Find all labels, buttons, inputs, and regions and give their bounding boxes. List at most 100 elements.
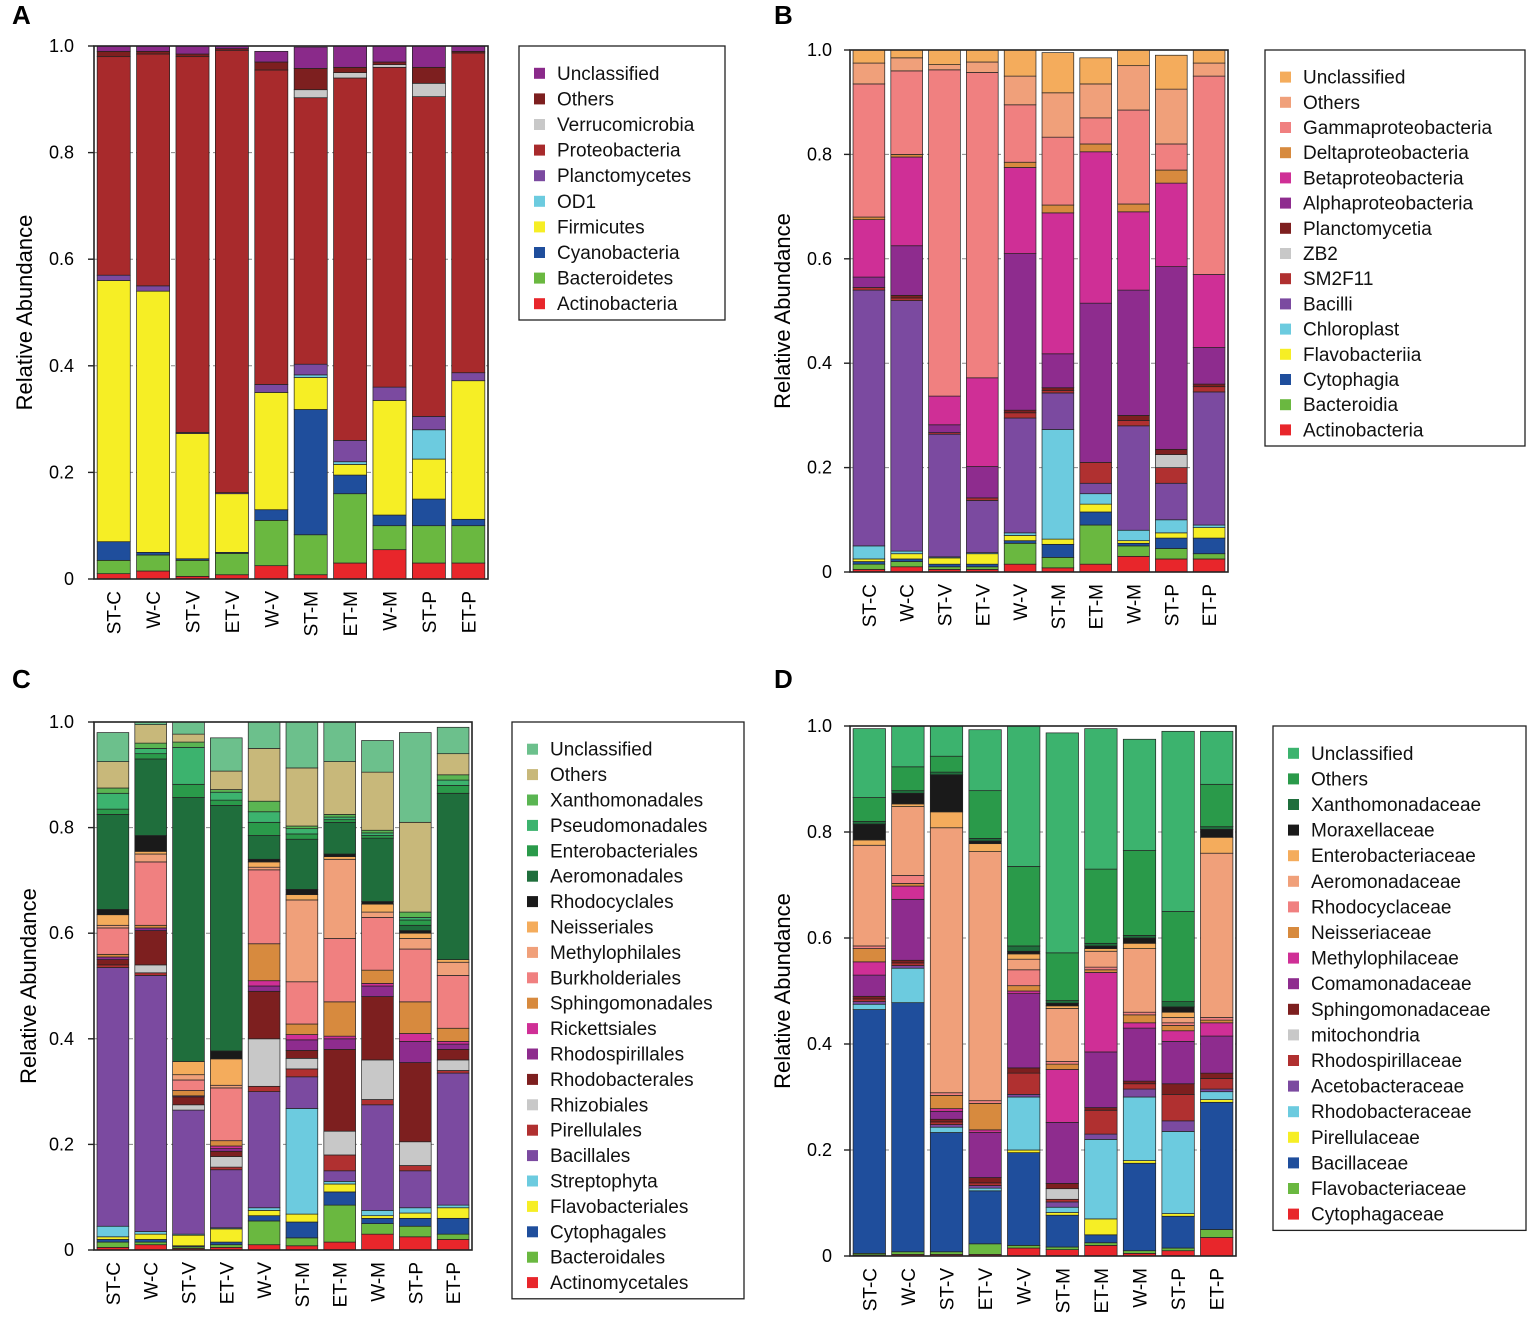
bar-segment-enterobacteriales <box>436 785 470 794</box>
bar-segment-sphingomonadaceae <box>1122 1080 1157 1085</box>
bar-segment-aeromonadales <box>134 758 167 836</box>
bar-segment-sphingomonadales <box>436 1027 470 1042</box>
bar-segment-others <box>1084 868 1118 944</box>
legend-label: Gammaproteobacteria <box>1303 118 1492 139</box>
bar-segment-others <box>136 50 170 55</box>
bar-segment-burkholderiales <box>172 1079 205 1091</box>
bar-segment-rhodospirillaceae <box>968 1182 1002 1186</box>
bar-segment-others <box>175 53 210 58</box>
bar-segment-streptophyta <box>247 1207 281 1211</box>
bar-segment-sm2f11 <box>1079 462 1112 484</box>
bar-segment-unclassified <box>172 721 205 735</box>
bar-segment-neisseriales <box>96 914 130 926</box>
bar-segment-xanthomonadaceae <box>1200 826 1234 830</box>
bar-segment-rhodocyclales <box>323 853 356 857</box>
legend-swatch <box>534 170 545 182</box>
bar-segment-rhodobacterales <box>399 1062 432 1143</box>
bar-segment-methylophilales <box>361 911 394 918</box>
bar-segment-unclassified <box>929 725 964 757</box>
bar-segment-acetobacteraceae <box>1084 1133 1118 1140</box>
bar-segment-methylophilaceae <box>1161 1030 1195 1042</box>
bar-segment-enterobacteriaceae <box>1084 948 1118 952</box>
bar-segment-proteobacteria <box>254 69 289 385</box>
bar-segment-bacilli <box>928 433 961 558</box>
legend-label: mitochondria <box>1311 1025 1420 1046</box>
y-tick-label: 0.8 <box>49 143 74 163</box>
x-tick-label: ST-M <box>1053 1268 1074 1313</box>
bar-segment-flavobacteriia <box>1117 540 1150 544</box>
bar-segment-pirellulaceae <box>1084 1218 1118 1236</box>
legend-label: Pirellulaceae <box>1311 1128 1420 1149</box>
legend-swatch <box>1288 747 1299 759</box>
bar-segment-unclassified <box>1003 49 1037 77</box>
legend-label: Rickettsiales <box>550 1019 657 1040</box>
bar-segment-gammaproteobacteria <box>852 83 886 218</box>
bar-segment-rickettsiales <box>247 980 281 987</box>
legend-label: SM2F11 <box>1303 269 1373 290</box>
legend-swatch <box>1288 927 1299 938</box>
bar-segment-neisseriales <box>210 1058 243 1086</box>
bar-segment-aeromonadales <box>361 837 394 902</box>
bar-segment-moraxellaceae <box>1122 937 1157 944</box>
bar-segment-unclassified <box>175 45 210 55</box>
bar-segment-burkholderiales <box>285 981 319 1025</box>
legend-swatch <box>527 1251 538 1263</box>
bar-segment-neisseriales <box>436 959 470 963</box>
bar-segment-rhodobacteraceae <box>968 1187 1002 1192</box>
bar-segment-aeromonadales <box>436 792 470 960</box>
bar-segment-others <box>1079 83 1112 119</box>
bar-segment-verrucomicrobia <box>412 82 446 97</box>
bar-segment-comamonadaceae <box>852 974 886 997</box>
bar-segment-rickettsiales <box>436 1041 470 1045</box>
bar-segment-unclassified <box>891 725 925 768</box>
legend-swatch <box>1288 1029 1299 1041</box>
bar-segment-pirellulaceae <box>1161 1213 1195 1217</box>
legend-label: Planctomycetes <box>557 166 691 187</box>
y-tick-label: 0.6 <box>807 249 832 269</box>
legend: Unclassified Others Xanthomonadaceae Moraxe… <box>1272 725 1527 1232</box>
y-tick-label: 0 <box>822 562 832 582</box>
legend-label: Firmicutes <box>557 217 645 238</box>
bar-segment-flavobacteriia <box>1003 535 1037 542</box>
bar-segment-bacilli <box>1155 482 1188 521</box>
bar-segment-streptophyta <box>323 1181 356 1185</box>
bar-segment-firmicutes <box>372 400 407 516</box>
bar-segment-betaproteobacteria <box>1079 151 1112 304</box>
bar-segment-bacteroidia <box>1041 557 1075 569</box>
bar-segment-rhodospirillales <box>247 985 281 992</box>
bar-segment-verrucomicrobia <box>333 72 367 79</box>
y-axis-label: Relative Abundance <box>770 893 795 1089</box>
bar-segment-flavobacteriaceae <box>968 1243 1002 1255</box>
bar-segment-betaproteobacteria <box>1003 167 1037 254</box>
bar-segment-sphingomonadales <box>285 1023 319 1035</box>
bar-segment-unclassified <box>1155 54 1188 90</box>
bar-segment-unclassified <box>333 45 367 68</box>
bar-segment-cytophagales <box>361 1217 394 1224</box>
legend-label: Streptophyta <box>550 1172 658 1193</box>
bar-segment-sphingomonadaceae <box>929 1118 964 1123</box>
bar-segment-bacillales <box>399 1170 432 1209</box>
legend-swatch <box>1280 424 1291 436</box>
bar-segment-enterobacteriales <box>285 833 319 840</box>
bar-segment-rhodocyclales <box>247 858 281 863</box>
bar-segment-comamonadaceae <box>1161 1040 1195 1085</box>
legend-label: Aeromonadaceae <box>1311 872 1461 893</box>
legend-label: Cytophagaceae <box>1311 1205 1444 1226</box>
bar-segment-sm2f11 <box>1192 386 1226 393</box>
legend-label: Rhodobacterales <box>550 1070 694 1091</box>
bar-segment-neisseriaceae <box>852 948 886 963</box>
legend-swatch <box>1280 374 1291 385</box>
bar-segment-enterobacteriaceae <box>1045 1005 1079 1009</box>
bar-segment-sphingomonadales <box>399 1001 432 1034</box>
bar-segment-rhodocyclaceae <box>1122 1011 1157 1016</box>
bar-segment-neisseriaceae <box>929 1095 964 1110</box>
legend-label: Rhodocyclaceae <box>1311 897 1451 918</box>
legend-swatch <box>1280 248 1291 259</box>
bar-segment-enterobacteriaceae <box>852 839 886 846</box>
legend-swatch <box>527 1073 538 1085</box>
bar-segment-xanthomonadales <box>172 741 205 748</box>
bar-segment-moraxellaceae <box>852 823 886 841</box>
legend-label: Unclassified <box>557 64 659 85</box>
bar-segment-actinobacteria <box>372 549 407 580</box>
bar-segment-rickettsiales <box>210 1145 243 1149</box>
